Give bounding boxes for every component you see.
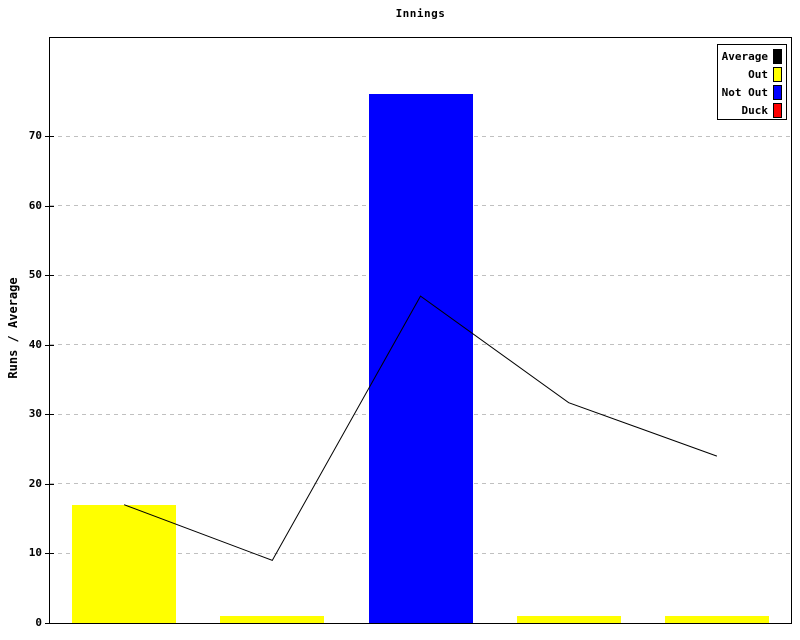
bar-out — [664, 616, 769, 623]
bar-out — [220, 616, 325, 623]
y-tick-label: 20 — [28, 476, 42, 490]
legend: Average Out Not Out Duck — [717, 44, 787, 120]
average-line-layer — [123, 295, 718, 562]
y-tick-label: 0 — [35, 616, 42, 629]
y-tick-label: 30 — [28, 407, 42, 421]
y-tick-mark — [45, 623, 54, 624]
legend-item-average: Average — [718, 47, 782, 65]
legend-label: Not Out — [721, 85, 768, 99]
y-tick-mark — [45, 553, 54, 555]
legend-swatch-icon — [773, 84, 782, 100]
legend-item-out: Out — [718, 65, 782, 83]
bar-out — [516, 616, 621, 623]
chart-title: Innings — [395, 7, 446, 20]
y-tick-mark — [45, 344, 54, 346]
legend-swatch-icon — [773, 48, 782, 64]
y-tick-mark — [45, 275, 54, 277]
legend-label: Out — [748, 67, 768, 81]
y-tick-label: 10 — [28, 546, 42, 560]
y-tick-mark — [45, 414, 54, 416]
y-tick-label: 40 — [28, 337, 42, 351]
legend-swatch-icon — [773, 66, 782, 82]
y-tick-label: 70 — [28, 129, 42, 143]
legend-label: Duck — [741, 103, 769, 117]
y-tick-label: 50 — [28, 268, 42, 282]
plot-area — [49, 37, 792, 624]
y-tick-mark — [45, 483, 54, 485]
y-axis-label: Runs / Average — [6, 277, 20, 379]
bar-out — [72, 504, 177, 623]
legend-item-duck: Duck — [718, 101, 782, 119]
legend-item-not-out: Not Out — [718, 83, 782, 101]
y-tick-label: 60 — [28, 198, 42, 212]
legend-swatch-icon — [773, 102, 782, 118]
average-line — [123, 295, 718, 562]
legend-label: Average — [721, 49, 768, 63]
y-tick-mark — [45, 205, 54, 207]
y-tick-mark — [45, 136, 54, 138]
